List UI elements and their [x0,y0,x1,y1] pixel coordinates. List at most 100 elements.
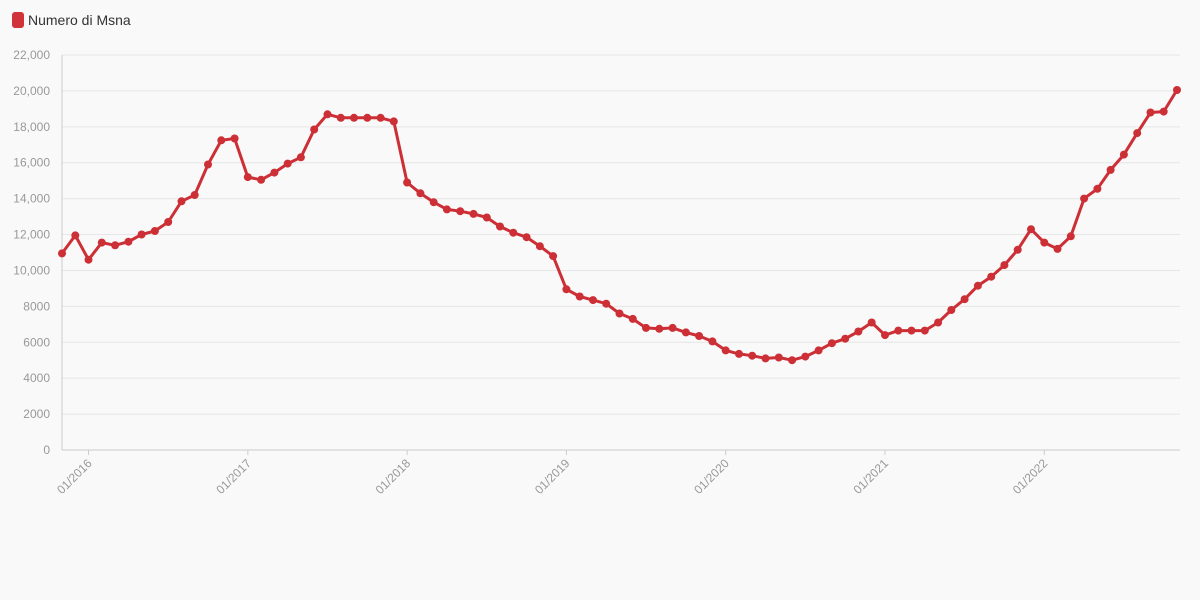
data-point [522,233,531,242]
data-point [748,351,757,360]
data-point [535,242,544,251]
x-tick-label: 01/2022 [1010,456,1051,497]
x-tick-label: 01/2020 [691,456,732,497]
data-point [310,125,319,134]
data-point [283,159,292,168]
y-tick-label: 10,000 [13,263,50,277]
data-point [496,222,504,231]
data-point [721,346,730,355]
data-point [150,227,159,235]
data-point [602,299,611,308]
data-point [549,252,558,261]
data-point [642,323,650,332]
data-point [84,255,93,264]
data-point [960,295,969,304]
data-point [190,191,199,199]
data-point [907,326,916,335]
data-point [1027,225,1035,234]
data-point [814,346,823,355]
data-point [1106,165,1115,174]
legend[interactable]: Numero di Msna [12,12,131,28]
data-point [973,281,982,290]
data-point [509,228,518,237]
data-point [177,197,186,206]
legend-swatch [12,12,24,28]
data-point [403,178,412,187]
data-point [243,173,252,182]
data-point [71,231,80,240]
data-point [124,237,133,246]
data-point [323,110,332,119]
data-point [827,339,836,348]
data-point [389,117,398,126]
data-point [204,160,212,169]
data-point [469,209,478,218]
data-point [1173,86,1181,94]
y-tick-label: 8000 [23,299,50,313]
data-point [920,326,929,335]
data-point [655,324,664,333]
data-point [296,153,305,162]
x-tick-label: 01/2016 [54,456,95,497]
data-point [363,113,372,122]
data-point [164,218,173,226]
data-point [137,230,146,239]
data-point [934,318,943,327]
legend-label: Numero di Msna [28,12,131,28]
data-point [708,337,717,346]
data-point [867,318,876,327]
data-point [1000,261,1009,270]
series-line [60,88,1179,362]
x-tick-label: 01/2018 [373,456,414,497]
data-point [894,326,903,335]
x-tick-label: 01/2017 [213,456,254,497]
y-tick-label: 16,000 [13,156,50,170]
x-tick-label: 01/2019 [532,456,573,497]
data-point [1040,238,1049,247]
data-point [97,238,106,247]
data-point [350,113,358,122]
data-point [1080,194,1089,203]
data-point [881,331,889,340]
data-point [1093,184,1102,193]
data-point [230,134,239,143]
data-point [628,314,637,323]
data-point [987,272,996,281]
data-point [257,175,266,184]
data-point [575,292,584,301]
data-point [695,332,704,340]
data-point [1013,245,1022,254]
data-point [442,205,451,214]
data-point [376,113,385,122]
data-point [761,354,770,363]
data-point [854,327,863,336]
data-point [615,309,624,318]
data-point [841,334,850,343]
data-point [416,189,425,198]
data-point [1119,150,1128,159]
data-point [735,349,743,358]
x-tick-label: 01/2021 [851,456,892,497]
y-tick-label: 4000 [23,371,50,385]
data-point [58,249,66,258]
data-point [1159,107,1168,116]
data-point [1066,232,1075,241]
y-tick-label: 6000 [23,335,50,349]
data-point [429,198,438,207]
data-point [217,136,226,145]
y-tick-label: 2000 [23,407,50,421]
y-tick-label: 0 [43,443,50,457]
data-point [270,168,279,177]
y-tick-label: 12,000 [13,228,50,242]
data-point [1133,129,1142,138]
data-point [589,296,597,305]
data-point [801,352,810,361]
data-point [1146,108,1155,117]
data-point [947,306,956,314]
data-point [788,356,797,365]
data-point [482,213,491,222]
data-point [456,207,465,216]
y-tick-label: 18,000 [13,120,50,134]
data-point [336,113,345,122]
data-point [1053,244,1062,253]
